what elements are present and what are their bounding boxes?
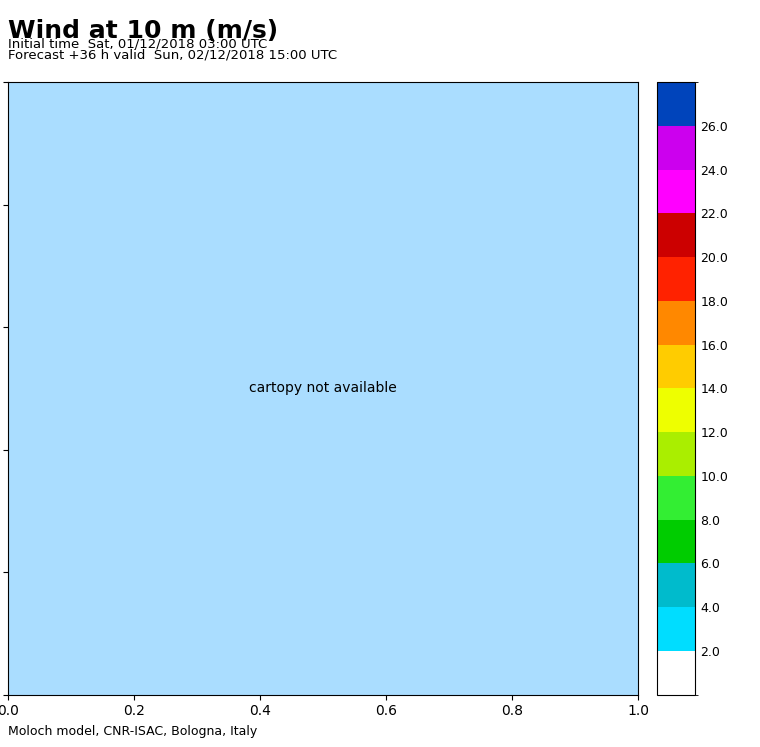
Text: Wind at 10 m (m/s): Wind at 10 m (m/s) (8, 19, 277, 43)
Text: Forecast +36 h valid  Sun, 02/12/2018 15:00 UTC: Forecast +36 h valid Sun, 02/12/2018 15:… (8, 49, 337, 61)
Text: Moloch model, CNR-ISAC, Bologna, Italy: Moloch model, CNR-ISAC, Bologna, Italy (8, 725, 257, 738)
Text: Initial time  Sat, 01/12/2018 03:00 UTC: Initial time Sat, 01/12/2018 03:00 UTC (8, 37, 267, 50)
Text: cartopy not available: cartopy not available (249, 382, 397, 395)
